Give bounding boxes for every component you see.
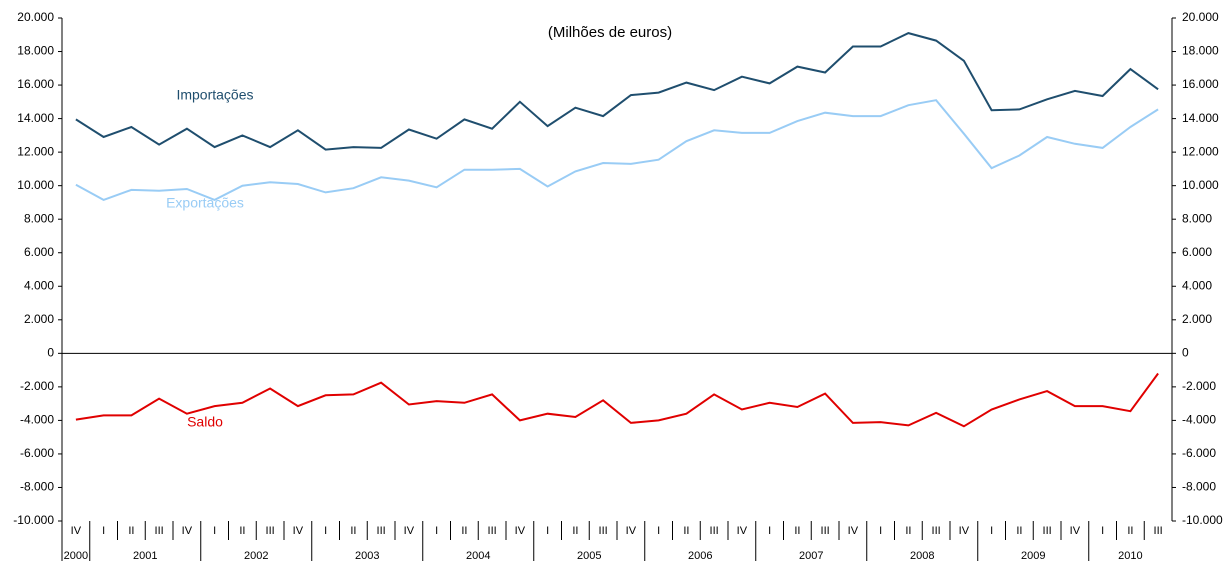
x-tick-label: III (377, 525, 386, 537)
x-tick-label: III (710, 525, 719, 537)
x-tick-label: I (546, 525, 549, 537)
y2-tick-label: 16.000 (1182, 77, 1219, 91)
y2-tick-label: 6.000 (1182, 245, 1212, 259)
y-tick-label: 12.000 (17, 144, 54, 158)
y-tick-label: -10.000 (13, 513, 54, 527)
x-tick-label: III (1043, 525, 1052, 537)
year-label: 2002 (244, 550, 268, 561)
y-tick-label: -8.000 (20, 480, 54, 494)
y-tick-label: -2.000 (20, 379, 54, 393)
y-tick-label: 6.000 (24, 245, 54, 259)
year-label: 2006 (688, 550, 712, 561)
y2-tick-label: 4.000 (1182, 278, 1212, 292)
x-tick-label: IV (404, 525, 415, 537)
y2-tick-label: 10.000 (1182, 178, 1219, 192)
y-tick-label: 14.000 (17, 111, 54, 125)
series-line (75, 32, 1159, 151)
x-tick-label: I (990, 525, 993, 537)
x-tick-label: IV (515, 525, 526, 537)
y-tick-label: 10.000 (17, 178, 54, 192)
x-tick-label: II (350, 525, 356, 537)
x-tick-label: III (821, 525, 830, 537)
x-tick-label: I (768, 525, 771, 537)
x-tick-label: II (239, 525, 245, 537)
y-tick-label: 18.000 (17, 44, 54, 58)
y-tick-label: 0 (47, 346, 54, 360)
x-tick-label: II (572, 525, 578, 537)
year-label: 2000 (64, 550, 88, 561)
x-tick-label: III (266, 525, 275, 537)
series-label: Exportações (166, 195, 244, 211)
series-label: Importações (176, 87, 253, 103)
x-tick-label: I (1101, 525, 1104, 537)
year-label: 2007 (799, 550, 823, 561)
year-label: 2004 (466, 550, 490, 561)
y2-tick-label: 0 (1182, 346, 1189, 360)
y2-tick-label: -10.000 (1182, 513, 1223, 527)
year-label: 2009 (1021, 550, 1045, 561)
x-tick-label: III (488, 525, 497, 537)
x-tick-label: III (1154, 525, 1163, 537)
x-tick-label: IV (182, 525, 193, 537)
x-tick-label: I (435, 525, 438, 537)
x-tick-label: III (932, 525, 941, 537)
y-tick-label: -6.000 (20, 446, 54, 460)
series-label: Saldo (187, 414, 223, 430)
y2-tick-label: 2.000 (1182, 312, 1212, 326)
year-label: 2005 (577, 550, 601, 561)
year-label: 2003 (355, 550, 379, 561)
year-label: 2001 (133, 550, 157, 561)
y2-tick-label: 12.000 (1182, 144, 1219, 158)
x-tick-label: II (905, 525, 911, 537)
x-tick-label: III (155, 525, 164, 537)
x-tick-label: I (657, 525, 660, 537)
x-tick-label: IV (626, 525, 637, 537)
x-tick-label: II (683, 525, 689, 537)
x-tick-label: IV (737, 525, 748, 537)
x-tick-label: I (879, 525, 882, 537)
x-tick-label: IV (71, 525, 82, 537)
y-tick-label: 4.000 (24, 278, 54, 292)
y-tick-label: 2.000 (24, 312, 54, 326)
y-tick-label: -4.000 (20, 413, 54, 427)
x-tick-label: IV (959, 525, 970, 537)
x-tick-label: II (461, 525, 467, 537)
year-label: 2008 (910, 550, 934, 561)
y2-tick-label: -2.000 (1182, 379, 1216, 393)
x-tick-label: IV (848, 525, 859, 537)
x-tick-label: II (794, 525, 800, 537)
y-tick-label: 8.000 (24, 211, 54, 225)
x-tick-label: III (599, 525, 608, 537)
y2-tick-label: 18.000 (1182, 44, 1219, 58)
year-label: 2010 (1118, 550, 1142, 561)
y2-tick-label: -6.000 (1182, 446, 1216, 460)
series-line (75, 99, 1159, 201)
y2-tick-label: -4.000 (1182, 413, 1216, 427)
x-tick-label: II (1127, 525, 1133, 537)
y-tick-label: 20.000 (17, 10, 54, 24)
y2-tick-label: -8.000 (1182, 480, 1216, 494)
chart-title: (Milhões de euros) (548, 24, 672, 41)
y2-tick-label: 14.000 (1182, 111, 1219, 125)
x-tick-label: II (1016, 525, 1022, 537)
series-line (75, 372, 1159, 428)
x-tick-label: II (128, 525, 134, 537)
y-tick-label: 16.000 (17, 77, 54, 91)
x-tick-label: IV (1070, 525, 1081, 537)
x-tick-label: I (213, 525, 216, 537)
y2-tick-label: 20.000 (1182, 10, 1219, 24)
x-tick-label: I (324, 525, 327, 537)
x-tick-label: I (102, 525, 105, 537)
y2-tick-label: 8.000 (1182, 211, 1212, 225)
x-tick-label: IV (293, 525, 304, 537)
